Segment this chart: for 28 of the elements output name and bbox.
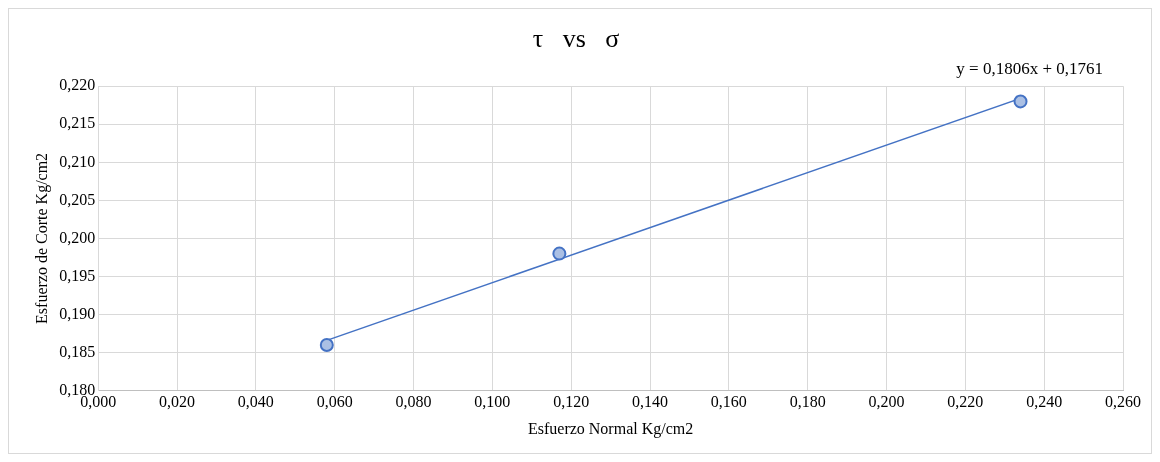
y-tick-label: 0,200 <box>59 228 96 246</box>
y-tick-label: 0,205 <box>59 190 96 208</box>
x-tick-label: 0,220 <box>947 393 984 411</box>
x-tick-label: 0,040 <box>237 393 274 411</box>
x-tick-label: 0,160 <box>710 393 747 411</box>
y-tick-label: 0,220 <box>59 76 96 94</box>
x-tick-label: 0,200 <box>868 393 905 411</box>
x-tick-label: 0,180 <box>789 393 826 411</box>
x-tick-label: 0,060 <box>316 393 353 411</box>
point <box>1013 94 1028 109</box>
x-tick-label: 0,240 <box>1026 393 1063 411</box>
y-tick-label: 0,215 <box>59 114 96 132</box>
text: y = 0,1806x + 0,1761 <box>956 59 1103 79</box>
x-tick-label: 0,020 <box>159 393 196 411</box>
y-tick-label: 0,185 <box>59 342 96 360</box>
y-tick-label: 0,210 <box>59 152 96 170</box>
chart-title: τ vs σ <box>532 24 620 54</box>
point <box>552 246 567 261</box>
y-tick-label: 0,195 <box>59 266 96 284</box>
y-tick-label: 0,190 <box>59 304 96 322</box>
x-tick-label: 0,100 <box>474 393 511 411</box>
x-tick-label: 0,120 <box>553 393 590 411</box>
point <box>319 337 334 352</box>
x-tick-label: 0,260 <box>1105 393 1141 411</box>
x-tick-label: 0,080 <box>395 393 432 411</box>
x-axis-title: Esfuerzo Normal Kg/cm2 <box>527 419 694 438</box>
x-tick-label: 0,140 <box>632 393 669 411</box>
y-axis-title: Esfuerzo de Corte Kg/cm2 <box>32 152 51 324</box>
